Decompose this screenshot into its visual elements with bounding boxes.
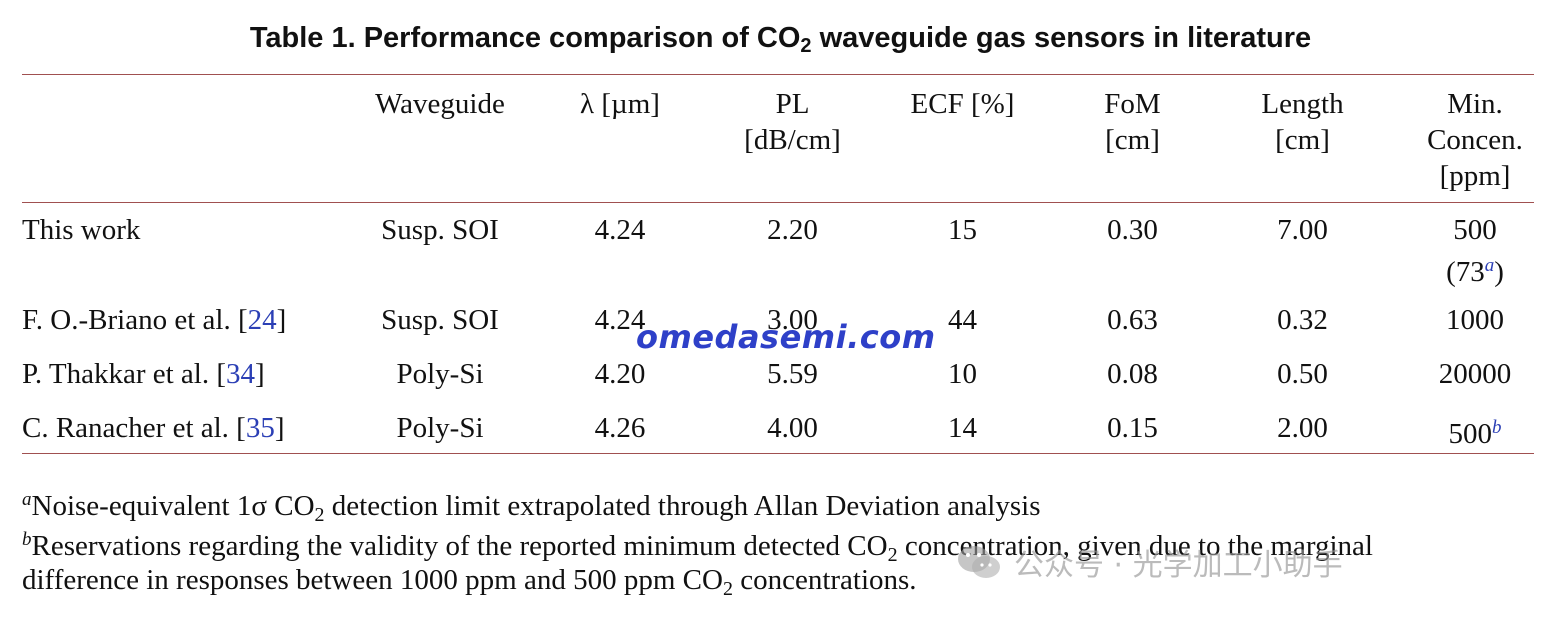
bottom-rule — [22, 453, 1534, 454]
table-row-min-concentration: 20000 — [1438, 358, 1512, 390]
header-min-concentration: Min. Concen. [ppm] — [1427, 88, 1523, 192]
table-row-pl: 4.00 — [767, 412, 818, 444]
header-fom: FoM [cm] — [1104, 88, 1161, 156]
header-pl: PL [dB/cm] — [744, 88, 841, 156]
table-row-ecf: 15 — [948, 214, 977, 246]
citation-link[interactable]: 24 — [247, 304, 277, 336]
table-row-lambda: 4.24 — [594, 304, 646, 336]
table-row-ecf: 14 — [948, 412, 977, 444]
table-row-work: C. Ranacher et al. [35] — [22, 412, 285, 444]
table-row-fom: 0.30 — [1107, 214, 1158, 246]
table-row-min-concentration: 1000 — [1446, 304, 1504, 336]
table-caption: Table 1. Performance comparison of CO2 w… — [249, 22, 1312, 57]
table-row-fom: 0.08 — [1107, 358, 1158, 390]
table-row-lambda: 4.20 — [594, 358, 646, 390]
header-rule — [22, 202, 1534, 203]
table-row-min-concentration: 500b — [1448, 417, 1502, 450]
site-watermark: omedasemi.com — [636, 318, 936, 356]
footnote-b-link[interactable]: b — [1492, 417, 1502, 438]
citation-link[interactable]: 34 — [226, 358, 256, 390]
table-row-fom: 0.63 — [1107, 304, 1158, 336]
table-row-length: 0.32 — [1277, 304, 1328, 336]
citation-link[interactable]: 35 — [245, 412, 275, 444]
table-row-waveguide: Poly-Si — [396, 412, 484, 444]
footnote-b-continued: difference in responses between 1000 ppm… — [22, 564, 917, 600]
table-row-lambda: 4.26 — [594, 412, 646, 444]
footnote-a-link[interactable]: a — [1484, 255, 1495, 276]
table-row-work: F. O.-Briano et al. [24] — [22, 304, 287, 336]
table-row-work: P. Thakkar et al. [34] — [22, 358, 265, 390]
header-ecf: ECF [%] — [910, 88, 1015, 120]
table-row-waveguide: Susp. SOI — [381, 304, 499, 336]
header-waveguide: Waveguide — [375, 88, 505, 120]
footnote-a: aNoise-equivalent 1σ CO2 detection limit… — [22, 489, 1041, 526]
table-row-length: 7.00 — [1277, 214, 1328, 246]
table-row-min-concentration: 500 (73a) — [1446, 214, 1504, 288]
wechat-icon — [958, 546, 1000, 578]
table-row-ecf: 10 — [948, 358, 977, 390]
top-rule — [22, 74, 1534, 75]
table-row-fom: 0.15 — [1107, 412, 1158, 444]
table-row-length: 0.50 — [1277, 358, 1328, 390]
header-length: Length [cm] — [1261, 88, 1344, 156]
table-row-work: This work — [22, 214, 141, 246]
table-row-lambda: 4.24 — [594, 214, 646, 246]
table-row-length: 2.00 — [1277, 412, 1328, 444]
table-row-ecf: 44 — [948, 304, 977, 336]
table-row-pl: 3.00 — [767, 304, 818, 336]
header-lambda: λ [µm] — [580, 88, 660, 120]
table-row-pl: 2.20 — [767, 214, 818, 246]
table-row-waveguide: Susp. SOI — [381, 214, 499, 246]
table-row-pl: 5.59 — [767, 358, 818, 390]
wechat-watermark: 公众号 · 光学加工小助手 — [956, 540, 1343, 584]
table-row-waveguide: Poly-Si — [396, 358, 484, 390]
